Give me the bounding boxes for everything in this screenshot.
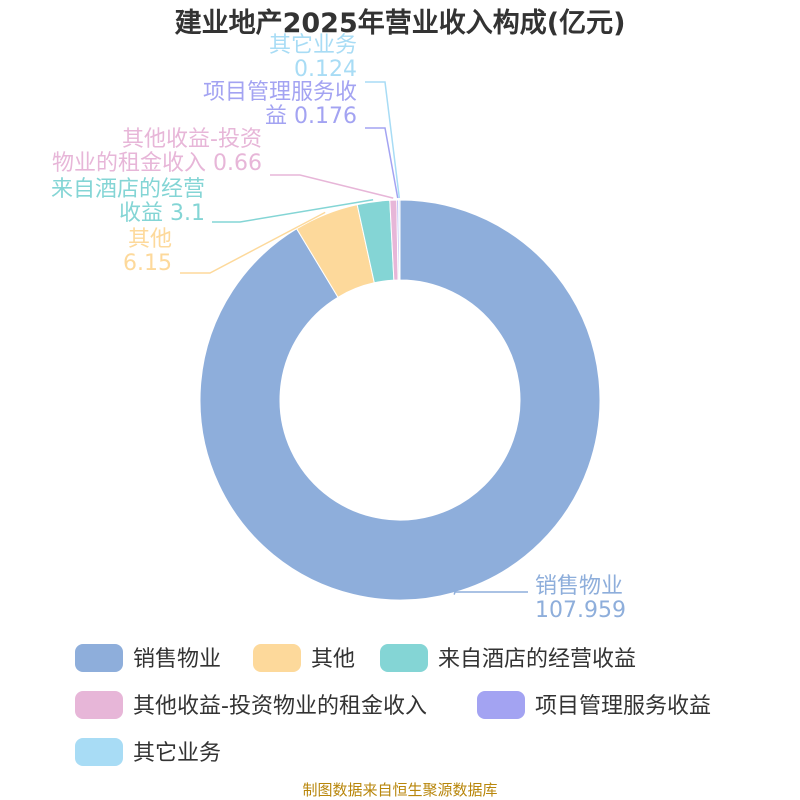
slice-4-leader-line bbox=[270, 174, 394, 199]
slice-5-label: 项目管理服务收益 0.176 bbox=[203, 80, 357, 129]
slice-1-wedge[interactable] bbox=[199, 199, 601, 601]
legend-label-3: 来自酒店的经营收益 bbox=[438, 647, 636, 672]
chart-title: 建业地产2025年营业收入构成(亿元) bbox=[175, 7, 626, 39]
slice-6-label-line-1: 其它业务 bbox=[269, 33, 357, 58]
slice-6-label: 其它业务 0.124 bbox=[269, 33, 357, 82]
slice-6-label-line-2: 0.124 bbox=[294, 57, 357, 82]
legend-label-1: 销售物业 bbox=[133, 647, 221, 672]
slice-3-label-line-1: 来自酒店的经营 bbox=[51, 177, 205, 202]
slice-5-label-line-2: 益 0.176 bbox=[265, 104, 357, 129]
legend-swatch-3 bbox=[380, 644, 428, 672]
slice-1-label: 销售物业 107.959 bbox=[535, 574, 626, 623]
slice-2-label-line-2: 6.15 bbox=[123, 251, 172, 276]
legend-item-1[interactable]: 销售物业 bbox=[75, 644, 221, 672]
label-leader-lines bbox=[180, 81, 528, 595]
slice-5-label-line-1: 项目管理服务收 bbox=[203, 80, 357, 105]
slice-4-label-line-2: 物业的租金收入 0.66 bbox=[52, 151, 262, 176]
legend-swatch-5 bbox=[477, 691, 525, 719]
slice-6-wedge[interactable] bbox=[398, 199, 401, 281]
legend-label-6: 其它业务 bbox=[133, 741, 221, 766]
slice-2-leader-line bbox=[180, 211, 326, 274]
slice-2-label: 其他 6.15 bbox=[123, 227, 172, 276]
legend-swatch-2 bbox=[253, 644, 301, 672]
slices bbox=[199, 199, 601, 601]
slice-3-leader-line bbox=[212, 199, 374, 223]
slice-4-label: 其他收益-投资物业的租金收入 0.66 bbox=[52, 127, 262, 176]
legend-swatch-6 bbox=[75, 738, 123, 766]
legend-label-5: 项目管理服务收益 bbox=[535, 694, 711, 719]
data-source: 制图数据来自恒生聚源数据库 bbox=[302, 781, 497, 799]
slice-1-leader-line bbox=[453, 591, 528, 595]
legend-label-2: 其他 bbox=[311, 647, 355, 672]
legend-item-6[interactable]: 其它业务 bbox=[75, 738, 221, 766]
slice-2-label-line-1: 其他 bbox=[128, 227, 172, 252]
slice-1-label-line-2: 107.959 bbox=[535, 598, 626, 623]
legend-swatch-4 bbox=[75, 691, 123, 719]
legend-item-3[interactable]: 来自酒店的经营收益 bbox=[380, 644, 636, 672]
slice-6-leader-line bbox=[365, 81, 401, 199]
legend-swatch-1 bbox=[75, 644, 123, 672]
legend-item-2[interactable]: 其他 bbox=[253, 644, 355, 672]
legend-item-5[interactable]: 项目管理服务收益 bbox=[477, 691, 711, 719]
slice-3-label-line-2: 收益 3.1 bbox=[119, 201, 205, 226]
slice-4-label-line-1: 其他收益-投资 bbox=[122, 127, 262, 152]
slice-1-label-line-1: 销售物业 bbox=[535, 574, 623, 599]
slice-5-leader-line bbox=[365, 127, 399, 199]
slice-3-label: 来自酒店的经营收益 3.1 bbox=[51, 177, 205, 226]
legend-label-4: 其他收益-投资物业的租金收入 bbox=[133, 694, 427, 719]
legend-item-4[interactable]: 其他收益-投资物业的租金收入 bbox=[75, 691, 427, 719]
